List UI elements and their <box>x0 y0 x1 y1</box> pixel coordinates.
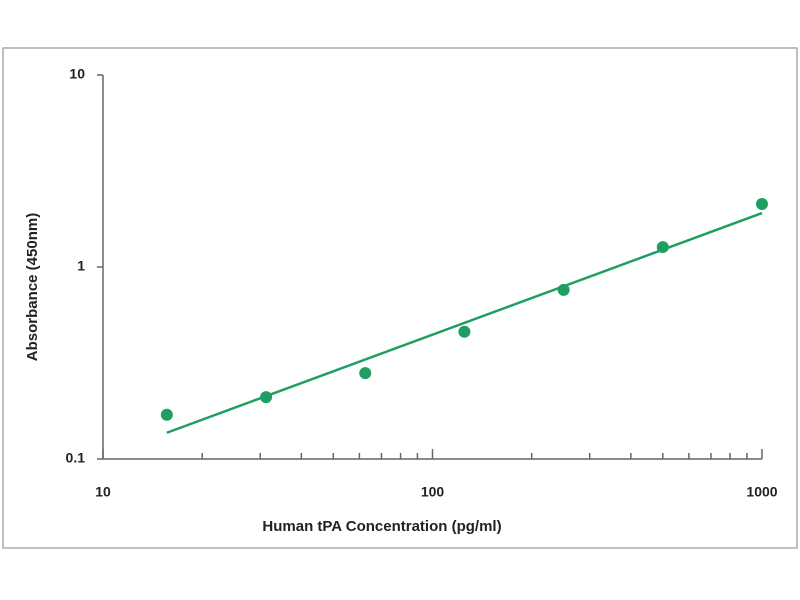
data-point <box>458 325 471 338</box>
y-tick-label: 0.1 <box>66 450 86 466</box>
y-axis-title: Absorbance (450nm) <box>24 213 41 361</box>
data-point <box>756 197 768 210</box>
data-point <box>260 391 273 404</box>
data-point <box>160 408 173 421</box>
data-point <box>557 283 570 296</box>
x-tick-label: 100 <box>421 484 445 500</box>
chart-frame <box>2 47 798 549</box>
data-point <box>656 241 669 254</box>
x-tick-label: 1000 <box>746 484 777 500</box>
y-tick-label: 10 <box>69 66 85 82</box>
data-point <box>359 367 372 380</box>
x-tick-label: 10 <box>95 484 111 500</box>
y-tick-label: 1 <box>77 258 85 274</box>
x-axis-title: Human tPA Concentration (pg/ml) <box>262 518 501 535</box>
